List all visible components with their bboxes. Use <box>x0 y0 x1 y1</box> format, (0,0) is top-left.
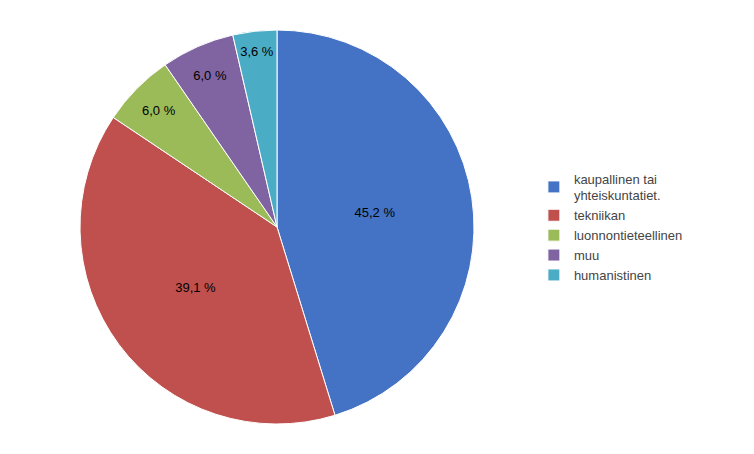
svg-text:humanistinen: humanistinen <box>574 268 651 283</box>
svg-text:39,1 %: 39,1 % <box>175 280 216 295</box>
svg-text:45,2 %: 45,2 % <box>354 205 395 220</box>
svg-text:muu: muu <box>574 248 599 263</box>
svg-text:luonnontieteellinen: luonnontieteellinen <box>574 228 682 243</box>
svg-text:tekniikan: tekniikan <box>574 208 625 223</box>
svg-text:3,6 %: 3,6 % <box>240 44 274 59</box>
svg-text:kaupallinen taiyhteiskuntatiet: kaupallinen taiyhteiskuntatiet. <box>574 172 661 204</box>
svg-text:6,0 %: 6,0 % <box>193 68 227 83</box>
svg-text:6,0 %: 6,0 % <box>142 103 176 118</box>
